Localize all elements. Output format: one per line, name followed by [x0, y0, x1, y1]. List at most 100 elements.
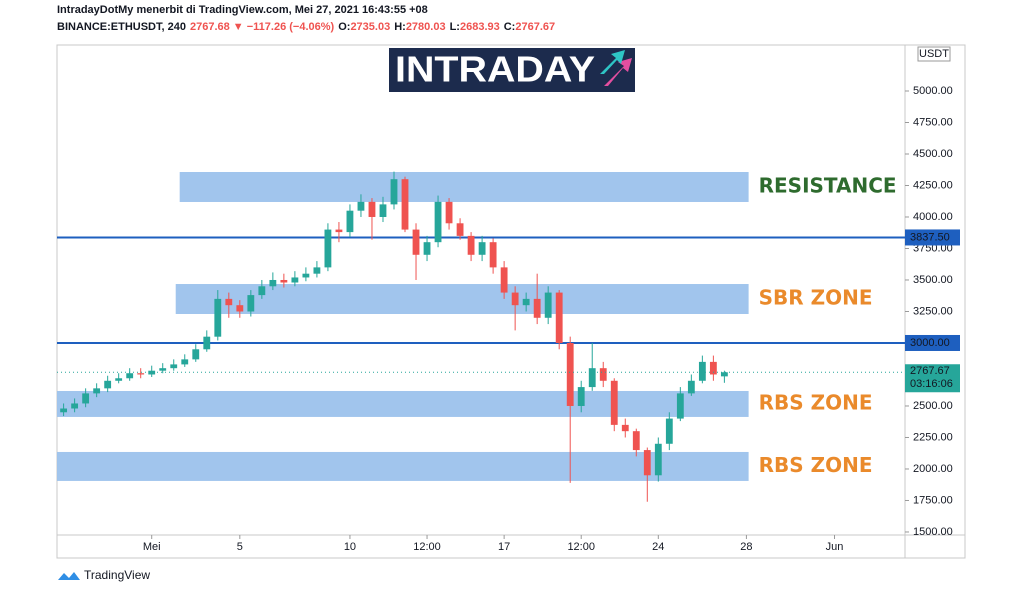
candle-body	[599, 368, 607, 381]
last-price-tag	[905, 364, 960, 393]
subtitle-part: C:	[504, 21, 516, 33]
x-tick-label: 12:00	[567, 541, 595, 553]
candle-body	[489, 242, 497, 268]
candle-body	[423, 242, 431, 255]
y-tick-label: 1500.00	[913, 526, 953, 538]
candle-body	[522, 298, 530, 306]
chart-frame	[56, 44, 966, 559]
zone	[57, 451, 749, 481]
candle-body	[214, 298, 222, 337]
candle-body	[148, 370, 156, 375]
x-tick-label: 28	[740, 541, 752, 553]
candle-body	[313, 267, 321, 274]
candle-body	[511, 292, 519, 306]
subtitle-part: 2767.68 ▼ −117.26 (−4.06%)	[190, 21, 335, 33]
countdown-label: 03:16:06	[910, 378, 953, 390]
zone	[179, 172, 749, 202]
candle-body	[632, 431, 640, 451]
candle-body	[577, 387, 585, 406]
tv-icon	[58, 572, 80, 580]
zone-label: RESISTANCE	[759, 173, 897, 197]
candle-body	[533, 298, 541, 318]
currency-label: USDT	[919, 48, 949, 60]
x-tick-label: 10	[344, 541, 356, 553]
candle-body	[412, 229, 420, 255]
candle-body	[335, 229, 343, 233]
y-tick-label: 4000.00	[913, 211, 953, 223]
subtitle-part: H:	[394, 21, 406, 33]
chart-subtitle: BINANCE:ETHUSDT, 240 2767.68 ▼ −117.26 (−…	[57, 21, 555, 33]
candle-body	[60, 408, 68, 413]
logo-box	[389, 48, 635, 92]
y-tick-label: 2500.00	[913, 400, 953, 412]
y-tick-label: 4250.00	[913, 179, 953, 191]
zone-label: SBR ZONE	[759, 286, 873, 310]
logo-arrow	[604, 58, 632, 86]
candle-body	[621, 424, 629, 432]
candle-body	[357, 201, 365, 211]
candle-body	[258, 286, 266, 296]
candle-body	[170, 364, 178, 369]
candle-body	[368, 201, 376, 217]
y-tick-label: 2000.00	[913, 463, 953, 475]
candle-body	[324, 229, 332, 268]
candle-body	[566, 342, 574, 406]
candle-body	[203, 336, 211, 350]
candle-body	[500, 267, 508, 293]
candle-body	[291, 277, 299, 283]
candle-body	[302, 273, 310, 278]
candle-body	[401, 179, 409, 230]
candle-body	[698, 361, 706, 381]
zone-label: RBS ZONE	[759, 453, 873, 477]
subtitle-part: L:	[450, 21, 460, 33]
candle-body	[456, 223, 464, 236]
x-tick-label: 5	[237, 541, 243, 553]
zone	[175, 284, 749, 315]
logo-arrow	[600, 50, 625, 74]
candle-body	[93, 388, 101, 394]
candle-body	[115, 378, 123, 381]
candle-body	[544, 292, 552, 318]
subtitle-part: 2780.03	[406, 21, 446, 33]
x-tick-label: 17	[498, 541, 510, 553]
candle-body	[126, 373, 134, 379]
price-line-tag	[905, 334, 960, 351]
subtitle-part: 2735.03	[350, 21, 390, 33]
y-tick-label: 4500.00	[913, 148, 953, 160]
candle-body	[687, 380, 695, 394]
candle-body	[610, 380, 618, 425]
logo-text: INTRADAY	[395, 49, 595, 90]
candle-body	[280, 279, 288, 283]
last-price-label: 2767.67	[910, 365, 950, 377]
candle-body	[82, 393, 90, 404]
y-tick-label: 4750.00	[913, 116, 953, 128]
candle-body	[71, 403, 79, 409]
x-tick-label: Mei	[143, 541, 161, 553]
zone	[57, 390, 749, 417]
candle-body	[588, 368, 596, 388]
price-line-label: 3837.50	[910, 231, 950, 243]
currency-box	[917, 46, 951, 62]
candle-body	[654, 443, 662, 476]
candle-body	[390, 179, 398, 205]
x-tick-label: 24	[652, 541, 664, 553]
candle-body	[445, 201, 453, 224]
candle-body	[346, 210, 354, 233]
candle-body	[181, 359, 189, 365]
candle-body	[676, 393, 684, 419]
candle-body	[709, 361, 717, 375]
logo: INTRADAY	[389, 48, 635, 92]
y-tick-label: 3250.00	[913, 305, 953, 317]
y-tick-label: 1750.00	[913, 494, 953, 506]
candle-body	[665, 418, 673, 444]
y-tick-label: 5000.00	[913, 85, 953, 97]
subtitle-part: BINANCE:ETHUSDT, 240	[57, 21, 186, 33]
candle-body	[467, 235, 475, 255]
candle-body	[247, 295, 255, 312]
y-tick-label: 2250.00	[913, 431, 953, 443]
candle-body	[225, 298, 233, 306]
x-tick-label: Jun	[826, 541, 844, 553]
subtitle-part: 2683.93	[460, 21, 500, 33]
candle-body	[434, 201, 442, 243]
